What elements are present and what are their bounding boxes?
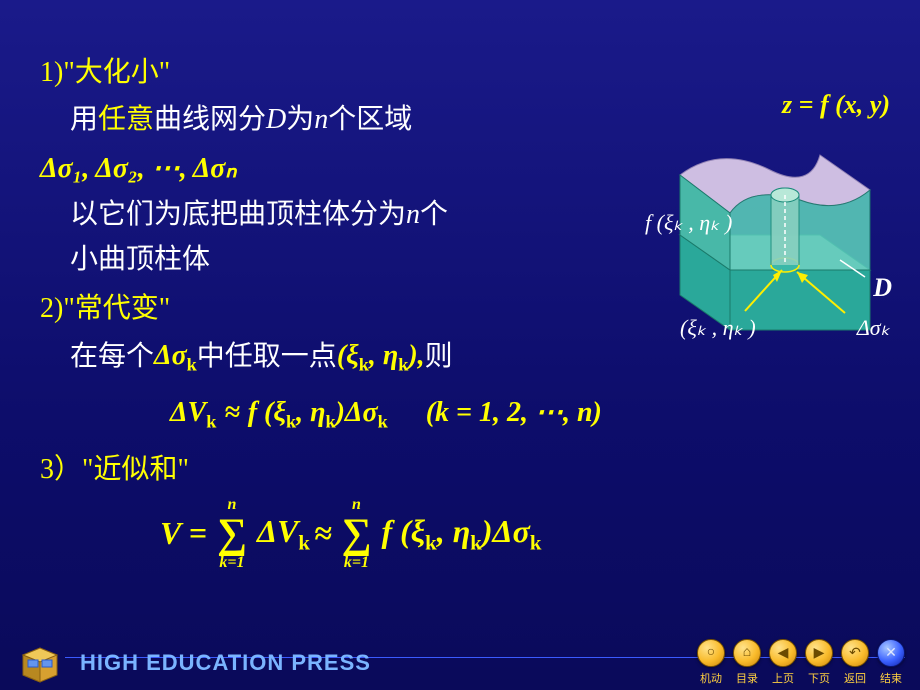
txt: 中任取一点 [197,335,337,380]
press-logo-icon [15,640,65,685]
step3-num: 3） [40,454,82,485]
txt-highlight: 任意 [98,98,154,143]
math-D: D [266,98,286,143]
nav-prev-button[interactable]: ◀ 上页 [769,639,797,686]
step3-title: 3）"近似和" [40,447,880,487]
home-icon: ⌂ [733,639,761,667]
sigma1: n ∑ k=1 [217,497,247,571]
dsigma-label: Δσₖ [857,315,890,341]
nav-label: 目录 [736,670,758,686]
approx2: ≈ [314,515,332,552]
prev-icon: ◀ [769,639,797,667]
txt: 则 [425,335,453,380]
close-icon: ✕ [877,639,905,667]
footer-brand: HIGH EDUCATION PRESS [80,650,697,676]
sigma-symbol2: ∑ [342,513,372,555]
nav-next-button[interactable]: ▶ 下页 [805,639,833,686]
figure-3d: z = f (x, y) f (ξₖ , ηₖ ) (ξₖ , ηₖ ) D Δ… [640,95,900,355]
txt: 在每个 [70,335,154,380]
math-sigmas: Δσ₁, Δσ₂, ⋯, Δσₙ [40,151,237,185]
math-n2: n [406,193,420,238]
next-icon: ▶ [805,639,833,667]
f-label: f (ξₖ , ηₖ ) [645,210,732,236]
txt: 为 [286,98,314,143]
nav-back-button[interactable]: ↶ 返回 [841,639,869,686]
txt: 个 [420,193,448,238]
nav-label: 下页 [808,670,830,686]
math-dvk: ΔVk [170,397,216,433]
sigma2: n ∑ k=1 [342,497,372,571]
txt: 用 [70,98,98,143]
V-equals: V = [160,515,207,552]
math-point: (ξk, ηk), [337,334,425,380]
sum-formula: V = n ∑ k=1 ΔVk ≈ n ∑ k=1 f (ξk, ηk)Δσk [160,497,880,571]
nav-buttons: ○ 机动 ⌂ 目录 ◀ 上页 ▶ 下页 ↶ 返回 ✕ 结束 [697,639,905,686]
nav-label: 机动 [700,670,722,686]
txt: 小曲顶柱体 [70,244,210,275]
step3-label: "近似和" [82,454,189,485]
circle-icon: ○ [697,639,725,667]
nav-toc-button[interactable]: ⌂ 目录 [733,639,761,686]
nav-label: 返回 [844,670,866,686]
txt: 以它们为底把曲顶柱体分为 [70,193,406,238]
sigma-symbol: ∑ [217,513,247,555]
approx: ≈ [224,397,239,429]
surface-side-front [730,190,870,270]
math-n: n [314,98,328,143]
step2-label: "常代变" [63,293,170,324]
nav-label: 上页 [772,670,794,686]
sum-rhs: f (ξk, ηk)Δσk [381,513,541,555]
txt: 曲线网分 [154,98,266,143]
step1-label: "大化小" [63,57,170,88]
xi-label: (ξₖ , ηₖ ) [680,315,756,341]
math-dsigmak: Δσk [154,334,197,380]
step2-num: 2) [40,293,63,324]
txt: 个区域 [328,98,412,143]
footer: HIGH EDUCATION PRESS ○ 机动 ⌂ 目录 ◀ 上页 ▶ 下页 ↶ 返回… [0,635,920,690]
step1-num: 1) [40,57,63,88]
z-label: z = f (x, y) [782,90,890,120]
sum-dvk: ΔVk [257,513,310,555]
k-range: (k = 1, 2, ⋯, n) [426,395,602,429]
D-label: D [873,273,892,303]
back-icon: ↶ [841,639,869,667]
step1-title: 1)"大化小" [40,50,880,90]
sigma-bot: k=1 [219,555,244,571]
sigma-bot2: k=1 [344,555,369,571]
nav-label: 结束 [880,670,902,686]
math-fxieta: f (ξk, ηk)Δσk [248,397,388,433]
nav-motion-button[interactable]: ○ 机动 [697,639,725,686]
nav-end-button[interactable]: ✕ 结束 [877,639,905,686]
vk-formula: ΔVk ≈ f (ξk, ηk)Δσk (k = 1, 2, ⋯, n) [170,392,880,433]
